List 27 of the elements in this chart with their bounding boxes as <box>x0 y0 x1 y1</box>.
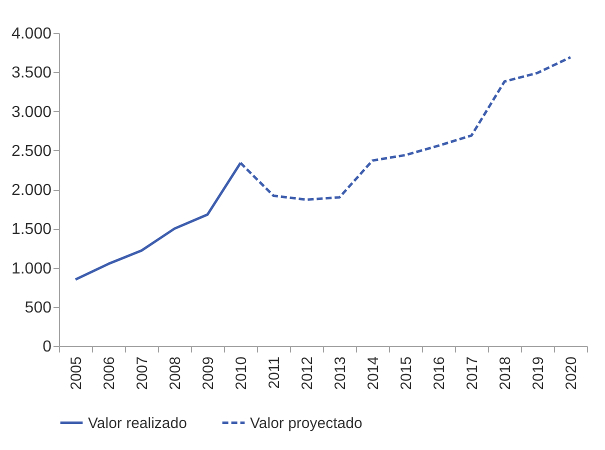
x-tick-label: 2018 <box>497 356 514 390</box>
y-tick-label: 0 <box>42 338 52 356</box>
legend-label: Valor realizado <box>88 414 187 432</box>
x-tick-label: 2012 <box>299 356 316 390</box>
x-tick-label: 2017 <box>464 356 481 390</box>
y-tick-label: 1.000 <box>11 260 52 278</box>
x-tick-label: 2014 <box>365 356 382 390</box>
x-tick-label: 2006 <box>101 356 118 390</box>
legend-label: Valor proyectado <box>250 414 362 432</box>
x-tick-label: 2008 <box>167 356 184 390</box>
x-tick-label: 2007 <box>134 356 151 390</box>
y-tick-label: 3.500 <box>11 64 52 82</box>
x-tick-label: 2011 <box>266 356 283 389</box>
y-tick-label: 1.500 <box>11 221 52 238</box>
y-tick-label: 2.000 <box>11 182 52 199</box>
x-tick-label: 2020 <box>563 356 580 390</box>
y-tick-label: 4.000 <box>11 26 52 42</box>
y-tick-label: 500 <box>24 299 52 316</box>
y-tick-label: 2.500 <box>11 142 52 160</box>
x-tick-label: 2015 <box>398 356 415 390</box>
x-tick-label: 2013 <box>332 356 349 390</box>
x-tick-label: 2016 <box>431 356 448 390</box>
x-tick-label: 2019 <box>530 356 547 390</box>
y-tick-label: 3.000 <box>11 104 52 121</box>
x-tick-label: 2009 <box>200 356 217 390</box>
x-tick-label: 2005 <box>68 356 85 390</box>
x-tick-label: 2010 <box>233 356 250 390</box>
